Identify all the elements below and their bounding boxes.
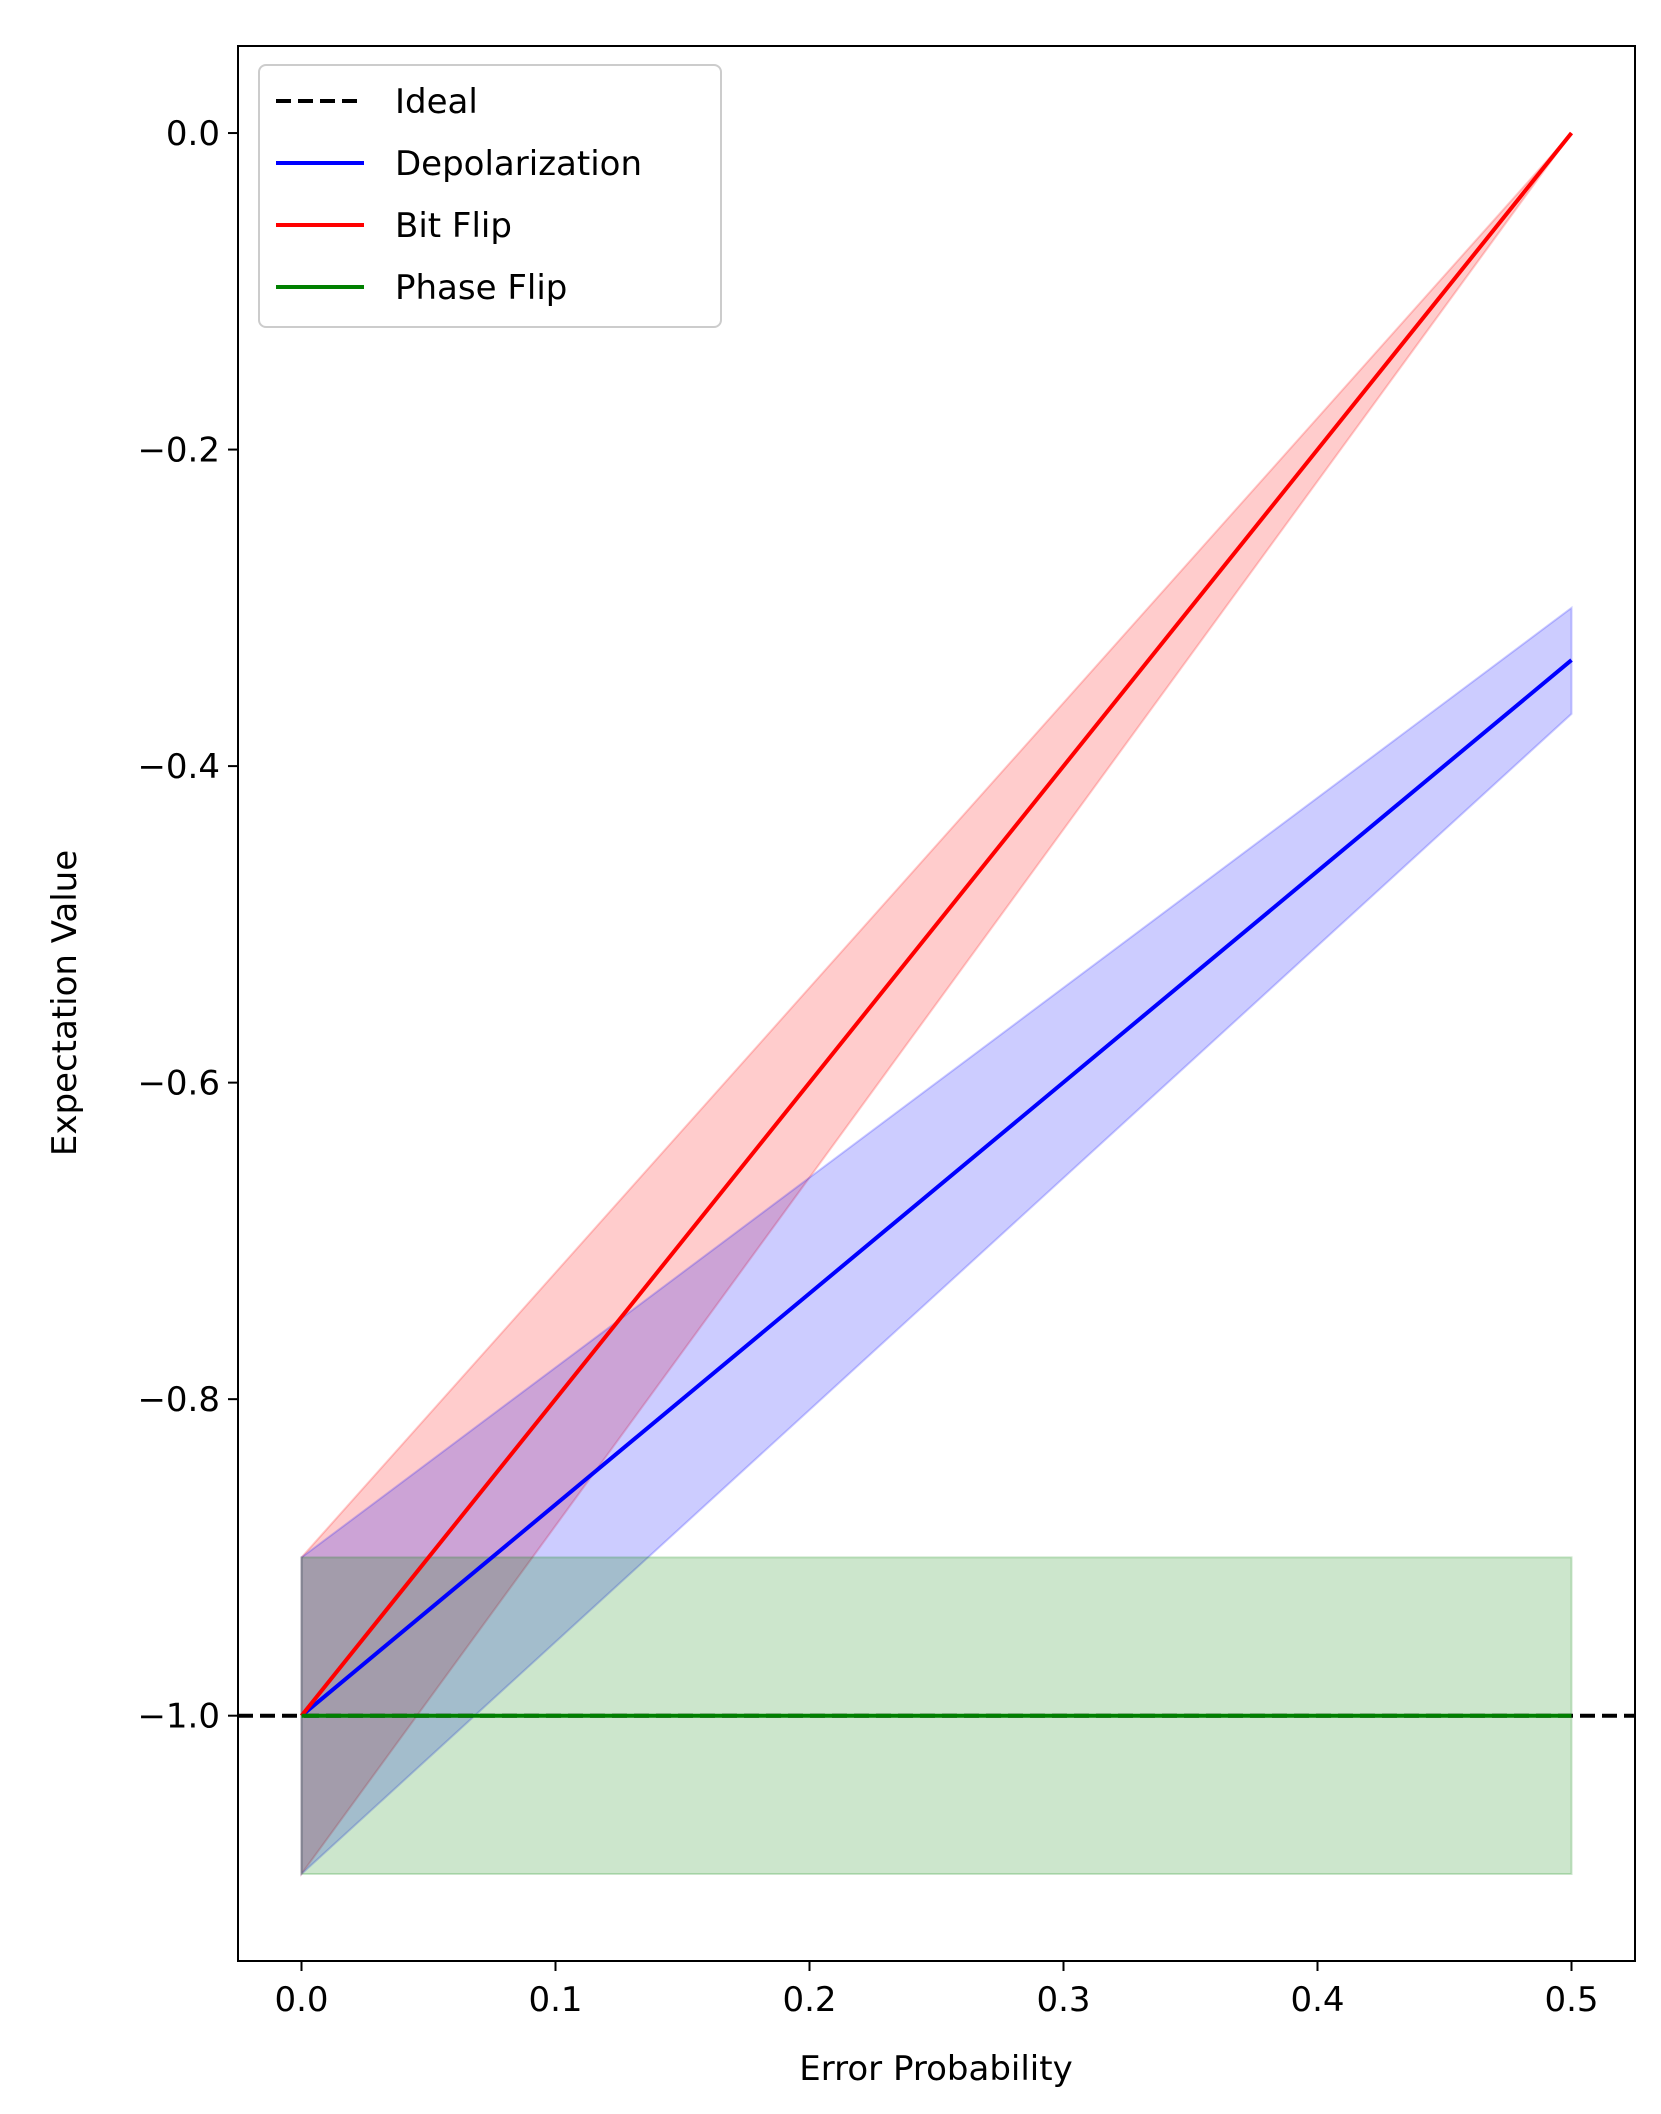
plot-frame [237, 45, 1636, 1962]
x-tick-label: 0.0 [274, 1980, 328, 2020]
y-tick-label: −0.2 [137, 431, 220, 471]
x-tick-label: 0.1 [528, 1980, 582, 2020]
x-axis-label: Error Probability [799, 2049, 1072, 2089]
depolarization-legend-label: Depolarization [395, 144, 642, 184]
series-lines [238, 131, 1635, 1718]
ideal-legend-label: Ideal [395, 82, 478, 122]
x-tick-label: 0.4 [1290, 1980, 1344, 2020]
legend-box [258, 64, 722, 328]
x-axis-ticks: 0.0 0.1 0.2 0.3 0.4 0.5 [274, 1961, 1599, 2020]
x-tick-label: 0.3 [1036, 1980, 1090, 2020]
depolarization-line [300, 658, 1573, 1718]
phase-flip-legend-label: Phase Flip [395, 268, 567, 308]
bit-flip-line [299, 131, 1574, 1717]
y-tick-label: −0.6 [137, 1064, 220, 1104]
legend: Ideal Depolarization Bit Flip Phase Flip [258, 64, 722, 328]
y-axis-ticks: 0.0 −0.2 −0.4 −0.6 −0.8 −1.0 [137, 114, 238, 1737]
y-tick-label: −0.4 [137, 747, 220, 787]
y-tick-label: −0.8 [137, 1380, 220, 1420]
y-axis-label: Expectation Value [45, 850, 85, 1156]
y-tick-label: −1.0 [137, 1697, 220, 1737]
x-tick-label: 0.5 [1544, 1980, 1598, 2020]
x-tick-label: 0.2 [782, 1980, 836, 2020]
y-tick-label: 0.0 [166, 114, 220, 154]
bit-flip-legend-label: Bit Flip [395, 206, 512, 246]
